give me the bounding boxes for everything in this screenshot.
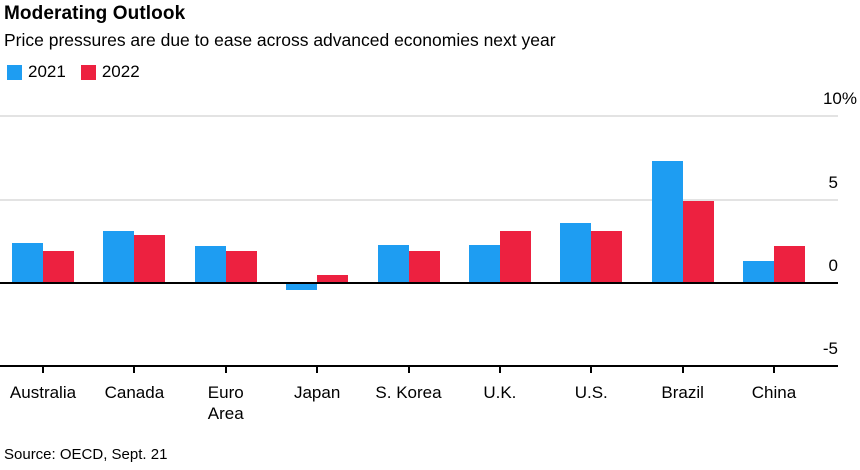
x-tick-japan: [316, 367, 319, 374]
bar-2021-u-s: [560, 222, 592, 283]
bar-2021-s-korea: [377, 244, 409, 283]
x-axis-line: [0, 365, 838, 368]
bar-2021-australia: [12, 242, 43, 283]
bar-2022-u-k: [499, 231, 531, 283]
x-tick-s-korea: [407, 367, 410, 374]
source-note: Source: OECD, Sept. 21: [4, 446, 168, 463]
legend-swatch-2022: [80, 64, 96, 80]
y-axis-label-5: -5: [822, 339, 838, 359]
bar-2021-euro-area: [194, 246, 226, 283]
legend-label-2022: 2022: [101, 62, 140, 81]
bar-2022-japan: [317, 274, 349, 283]
chart-subtitle: Price pressures are due to ease across a…: [4, 30, 556, 50]
x-tick-brazil: [681, 367, 684, 374]
x-tick-canada: [133, 367, 136, 374]
y-axis-label-0: 0: [828, 256, 838, 275]
category-label-canada: Canada: [104, 383, 165, 402]
gridline-5: [0, 198, 838, 201]
category-label-euro-area: Euro Area: [207, 383, 244, 423]
gridline-10: [0, 115, 838, 118]
category-label-china: China: [751, 383, 797, 402]
x-tick-euro-area: [224, 367, 227, 374]
bar-2021-u-k: [468, 244, 500, 283]
x-tick-china: [773, 367, 775, 374]
legend: 2021 2022: [7, 62, 155, 82]
category-label-japan: Japan: [293, 383, 341, 402]
bar-2022-brazil: [682, 201, 714, 283]
bar-2022-s-korea: [408, 251, 440, 283]
bar-2021-china: [743, 261, 774, 283]
legend-swatch-2021: [7, 64, 22, 80]
bar-2021-brazil: [651, 161, 683, 283]
category-label-u-k: U.K.: [483, 383, 517, 402]
x-tick-australia: [42, 367, 44, 374]
x-tick-u-s: [590, 367, 593, 374]
legend-item-2022: 2022: [80, 62, 140, 82]
bar-2022-australia: [43, 251, 74, 283]
y-axis-label-10: 10%: [822, 89, 857, 109]
bar-2021-canada: [103, 231, 135, 283]
bar-2021-japan: [286, 283, 318, 290]
chart-title: Moderating Outlook: [4, 3, 186, 24]
x-tick-u-k: [498, 367, 501, 374]
category-label-s-korea: S. Korea: [375, 383, 442, 402]
category-label-brazil: Brazil: [661, 383, 704, 402]
bar-2022-canada: [134, 234, 166, 283]
category-label-australia: Australia: [9, 383, 77, 402]
zero-line: [0, 282, 838, 284]
legend-label-2021: 2021: [28, 62, 66, 81]
bar-2022-euro-area: [225, 251, 257, 283]
bar-2022-u-s: [591, 231, 623, 283]
legend-item-2021: 2021: [7, 62, 66, 82]
bar-2022-china: [774, 246, 805, 283]
y-axis-label-5: 5: [828, 172, 838, 192]
category-label-u-s: U.S.: [574, 383, 608, 402]
